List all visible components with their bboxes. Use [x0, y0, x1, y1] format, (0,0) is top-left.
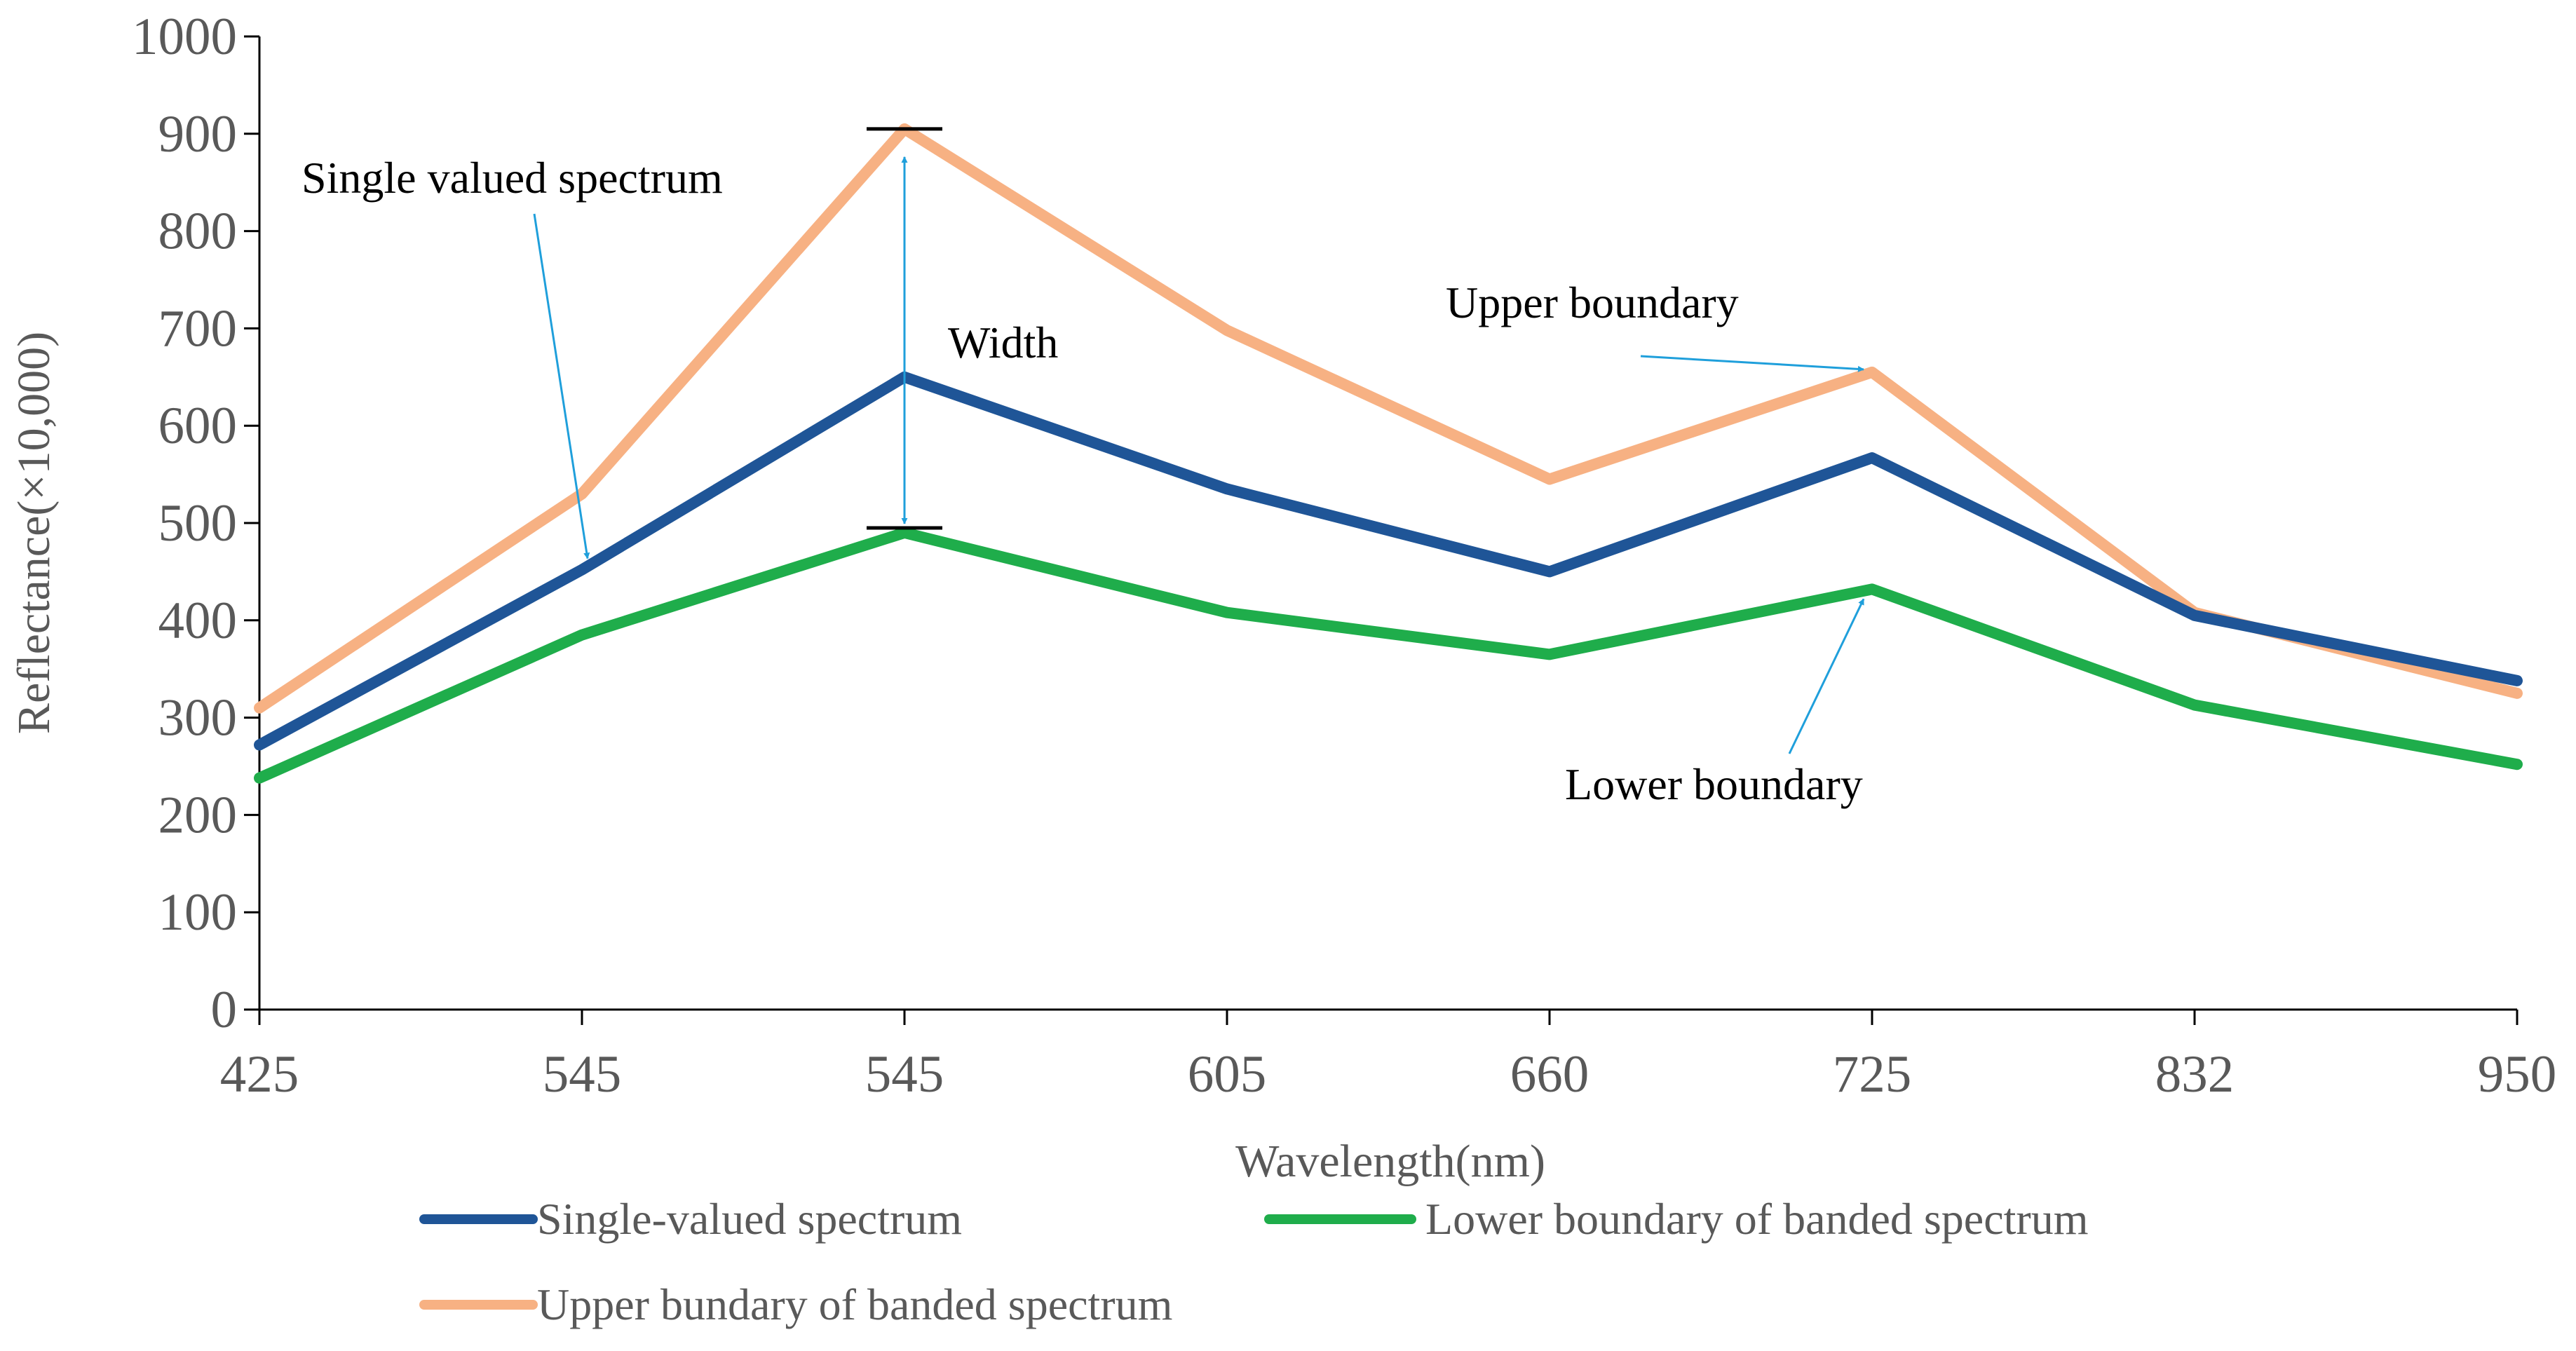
- legend: Single-valued spectrum Lower boundary of…: [419, 1194, 2088, 1329]
- legend-label-single-valued: Single-valued spectrum: [537, 1194, 962, 1244]
- series-line-1: [254, 527, 2523, 784]
- annotation-upper-boundary: Upper boundary: [1446, 278, 1739, 327]
- x-tick-label: 545: [543, 1045, 622, 1104]
- x-tick-label: 832: [2155, 1045, 2235, 1104]
- y-tick-label: 700: [158, 299, 238, 358]
- y-tick-label: 300: [158, 689, 238, 747]
- annotation-arrow-upper-boundary: [1640, 355, 1864, 372]
- x-tick-label: 950: [2478, 1045, 2557, 1104]
- series-line-0: [254, 371, 2523, 751]
- y-tick-label: 0: [211, 981, 238, 1039]
- x-tick-label: 605: [1188, 1045, 1267, 1104]
- x-tick-label: 425: [220, 1045, 299, 1104]
- y-tick-label: 400: [158, 592, 238, 650]
- x-tick-label: 660: [1510, 1045, 1589, 1104]
- y-tick-label: 900: [158, 105, 238, 163]
- annotation-arrow-lower-boundary: [1788, 598, 1865, 754]
- legend-item: Single-valued spectrum: [419, 1194, 962, 1244]
- x-axis: 425 545 545 605 660 725 832 950: [220, 1008, 2557, 1104]
- y-tick-label: 600: [158, 397, 238, 455]
- x-axis-title: Wavelength(nm): [1235, 1136, 1545, 1187]
- legend-item: Upper bundary of banded spectrum: [419, 1279, 1172, 1329]
- annotation-single-valued: Single valued spectrum: [301, 153, 723, 203]
- series-lines: [254, 123, 2523, 784]
- series-line-2: [254, 123, 2523, 714]
- legend-label-upper-boundary: Upper bundary of banded spectrum: [537, 1279, 1172, 1329]
- y-tick-label: 1000: [132, 8, 237, 66]
- x-tick-label: 725: [1833, 1045, 1912, 1104]
- y-tick-label: 800: [158, 203, 238, 261]
- x-tick-label: 545: [865, 1045, 944, 1104]
- y-tick-label: 100: [158, 883, 238, 942]
- y-tick-label: 200: [158, 786, 238, 844]
- legend-label-lower-boundary: Lower boundary of banded spectrum: [1425, 1194, 2088, 1244]
- annotation-width: Width: [948, 318, 1058, 367]
- y-axis: 0 100 200 300 400 500 600 700 800 900 1000: [132, 8, 261, 1039]
- y-tick-label: 500: [158, 494, 238, 552]
- annotations: Single valued spectrum Width Upper boundar…: [301, 127, 1865, 809]
- annotation-lower-boundary: Lower boundary: [1565, 759, 1863, 809]
- y-axis-title: Reflectance(×10,000): [8, 332, 60, 734]
- annotation-arrow-single-valued: [533, 213, 590, 559]
- legend-item: Lower boundary of banded spectrum: [1264, 1194, 2088, 1244]
